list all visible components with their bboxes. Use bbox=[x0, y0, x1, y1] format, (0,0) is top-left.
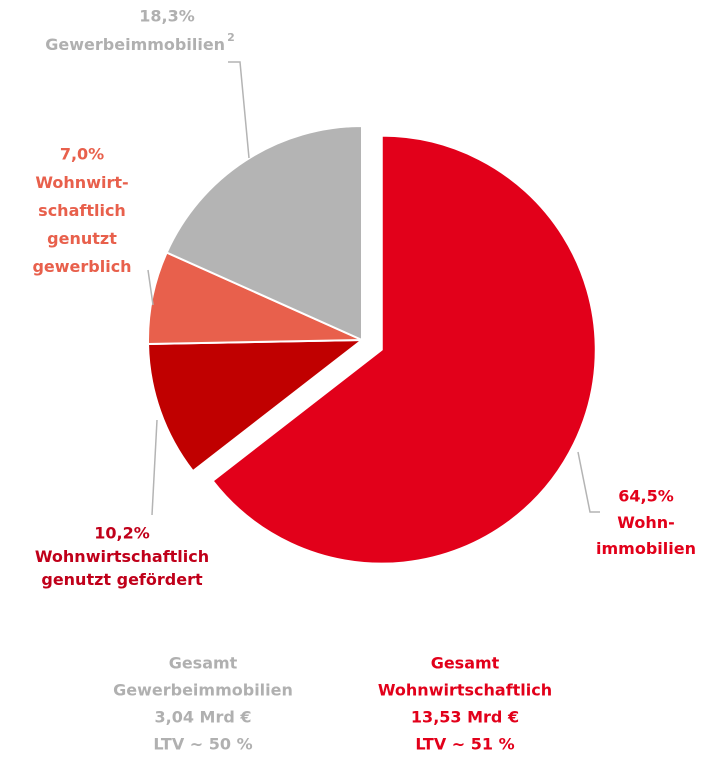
leader-line bbox=[147, 269, 154, 306]
leader-line bbox=[577, 451, 600, 513]
summary-line: Wohnwirtschaftlich bbox=[378, 681, 552, 700]
slice-label-text: genutzt bbox=[47, 229, 117, 248]
leader-line bbox=[228, 61, 250, 159]
slice-label-text: gewerblich bbox=[32, 257, 131, 276]
slice-label: genutzt gefördert bbox=[41, 570, 203, 589]
slice-label: Wohn- bbox=[617, 513, 675, 532]
pie-slice bbox=[211, 134, 597, 565]
summary-line: 13,53 Mrd € bbox=[411, 708, 519, 727]
slice-label-text: Wohnwirt- bbox=[35, 173, 128, 192]
slice-label-text: genutzt gefördert bbox=[41, 570, 203, 589]
pie-slice bbox=[147, 338, 365, 473]
value-label: 18,3% bbox=[139, 7, 195, 26]
slice-label-text: Wohnwirtschaftlich bbox=[35, 547, 209, 566]
summary-line: Gesamt bbox=[431, 654, 500, 673]
slice-label: immobilien bbox=[596, 539, 696, 558]
slice-label-text: Wohn- bbox=[617, 513, 675, 532]
slice-label: Gewerbeimmobilien 2 bbox=[45, 31, 234, 54]
summary-line: LTV ~ 50 % bbox=[153, 735, 252, 754]
slice-label: Wohnwirt- bbox=[35, 173, 128, 192]
summary-line: Gesamt bbox=[169, 654, 238, 673]
slice-label-text: immobilien bbox=[596, 539, 696, 558]
slice-label: Wohnwirtschaftlich bbox=[35, 547, 209, 566]
slice-label: genutzt bbox=[47, 229, 117, 248]
value-label: 7,0% bbox=[60, 145, 104, 164]
slice-label: gewerblich bbox=[32, 257, 131, 276]
value-label: 64,5% bbox=[618, 487, 674, 506]
slice-label-text: Gewerbeimmobilien bbox=[45, 35, 225, 54]
value-label: 10,2% bbox=[94, 524, 150, 543]
summary-line: LTV ~ 51 % bbox=[415, 735, 514, 754]
leader-line bbox=[151, 419, 158, 516]
summary-line: 3,04 Mrd € bbox=[154, 708, 251, 727]
slice-label-text: schaftlich bbox=[38, 201, 126, 220]
pie-slice bbox=[165, 124, 363, 342]
footnote-mark: 2 bbox=[227, 31, 235, 44]
summary-line: Gewerbeimmobilien bbox=[113, 681, 293, 700]
slice-label: schaftlich bbox=[38, 201, 126, 220]
